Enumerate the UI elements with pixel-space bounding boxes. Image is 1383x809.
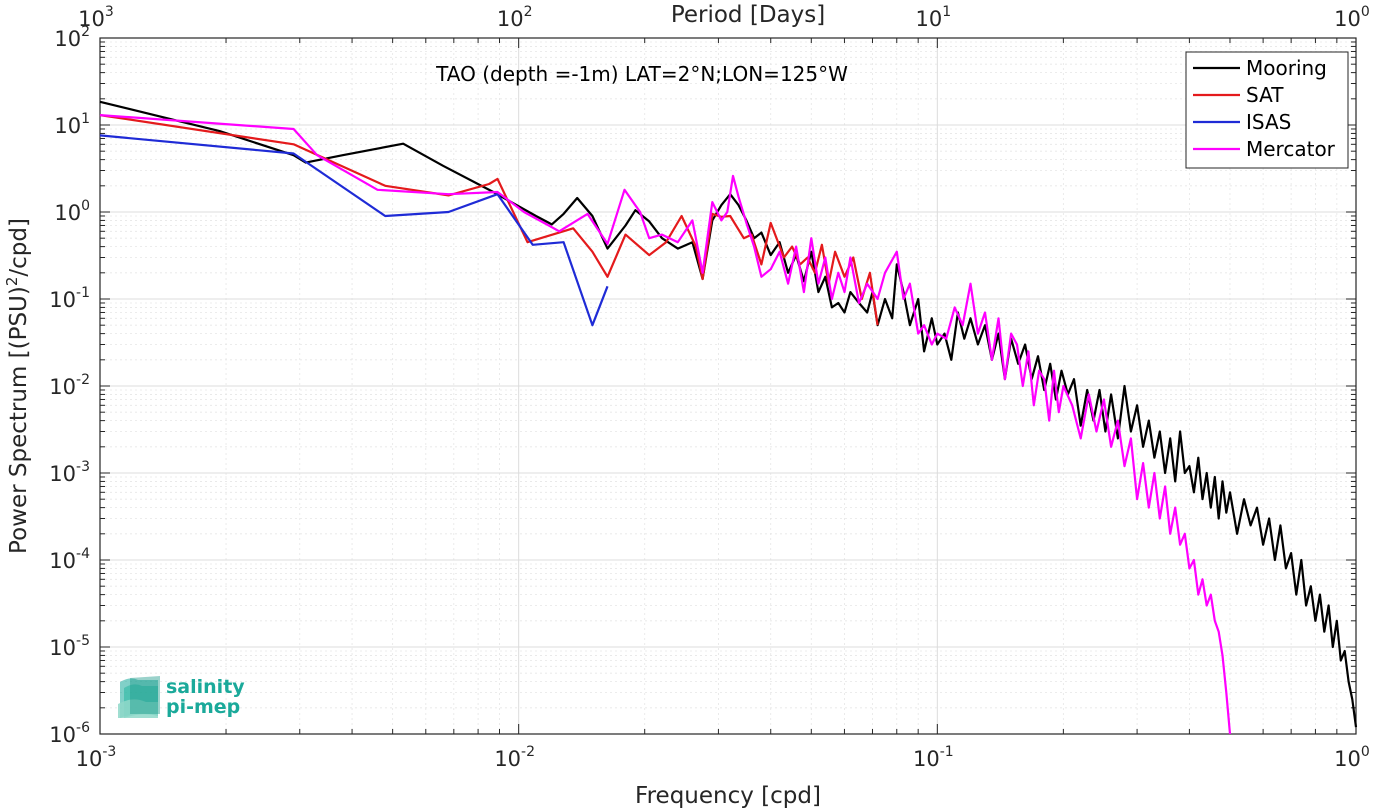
y-axis-label: Power Spectrum [(PSU)2/cpd] bbox=[3, 218, 32, 554]
top-tick-label: 103 bbox=[78, 4, 114, 31]
top-tick-label: 101 bbox=[916, 4, 952, 31]
y-tick-label: 10-6 bbox=[49, 720, 90, 747]
x-tick-label: 10-1 bbox=[913, 744, 954, 771]
top-tick-label: 102 bbox=[497, 4, 533, 31]
legend-label-isas: ISAS bbox=[1246, 110, 1291, 134]
series-line-mercator bbox=[99, 114, 1232, 735]
y-tick-label: 10-3 bbox=[49, 459, 90, 486]
x-tick-label: 10-3 bbox=[76, 744, 117, 771]
legend-label-mercator: Mercator bbox=[1246, 137, 1336, 161]
grid bbox=[99, 38, 1356, 735]
logo-line2: pi-mep bbox=[166, 696, 240, 718]
x-tick-label: 10-2 bbox=[494, 744, 535, 771]
series-line-mooring bbox=[99, 100, 1358, 728]
chart-title: TAO (depth =-1m) LAT=2°N;LON=125°W bbox=[435, 62, 848, 86]
y-tick-label: 10-1 bbox=[49, 285, 90, 312]
top-axis-label: Period [Days] bbox=[671, 2, 825, 28]
legend-label-mooring: Mooring bbox=[1246, 56, 1327, 80]
top-tick-label: 100 bbox=[1334, 4, 1370, 31]
y-tick-label: 100 bbox=[54, 198, 90, 225]
y-axis-label-sup: 2 bbox=[3, 277, 21, 287]
y-tick-label: 10-4 bbox=[49, 546, 90, 573]
x-axis-label: Frequency [cpd] bbox=[635, 783, 821, 809]
series-line-isas bbox=[99, 134, 609, 327]
y-axis-label-tail: /cpd] bbox=[6, 218, 32, 277]
x-tick-label: 100 bbox=[1334, 744, 1370, 771]
y-tick-label: 10-2 bbox=[49, 372, 90, 399]
y-tick-label: 101 bbox=[54, 111, 90, 138]
legend: Mooring SAT ISAS Mercator bbox=[1185, 51, 1349, 169]
logo-line1: salinity bbox=[166, 676, 245, 698]
logo-waves-icon bbox=[118, 676, 160, 718]
y-tick-label: 10-5 bbox=[49, 633, 90, 660]
legend-label-sat: SAT bbox=[1246, 83, 1284, 107]
y-tick-label: 102 bbox=[54, 24, 90, 51]
series-lines bbox=[99, 100, 1358, 735]
salinity-pimep-logo: salinity pi-mep bbox=[118, 676, 245, 718]
y-axis-label-main: Power Spectrum [(PSU) bbox=[6, 286, 32, 554]
